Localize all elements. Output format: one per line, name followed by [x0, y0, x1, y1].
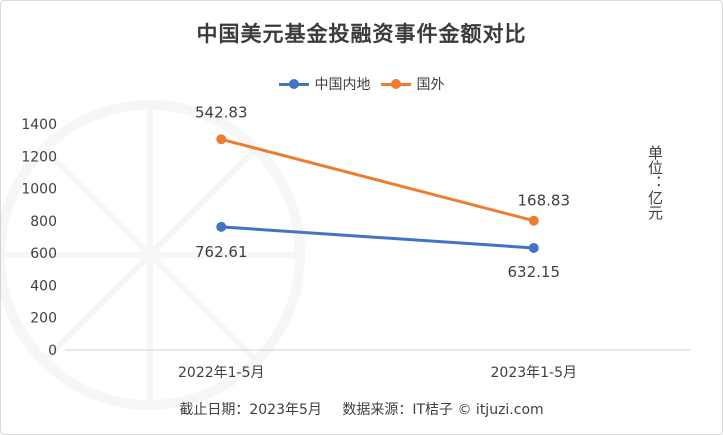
series-1-point-1	[528, 215, 539, 226]
legend-swatch-series-1	[380, 78, 411, 90]
y-tick-label-1: 200	[30, 311, 57, 327]
y-tick-label-5: 1000	[21, 182, 57, 198]
legend-label-series-1: 国外	[416, 77, 445, 93]
legend-swatch-series-0	[278, 78, 309, 90]
legend: 中国内地 国外	[0, 74, 723, 94]
y-tick-label-2: 400	[30, 278, 57, 294]
series-line-0	[219, 225, 536, 250]
cutoff-date-text: 截止日期：2023年5月	[179, 402, 322, 418]
data-source-text: 数据来源：IT桔子 © itjuzi.com	[342, 402, 544, 418]
series-0-data-label-1: 632.15	[508, 263, 561, 281]
y-tick-label-3: 600	[30, 246, 57, 262]
x-tick-label-0: 2022年1-5月	[178, 365, 265, 381]
unit-label: 单位：亿元	[646, 145, 664, 220]
series-0-point-1	[528, 242, 539, 253]
y-tick-label-4: 800	[30, 214, 57, 230]
y-tick-label-0: 0	[48, 343, 57, 359]
x-tick-label-1: 2023年1-5月	[491, 365, 578, 381]
footer: 截止日期：2023年5月 数据来源：IT桔子 © itjuzi.com	[0, 399, 723, 419]
series-0-point-0	[216, 221, 227, 232]
itjuzi-logo-icon	[0, 100, 305, 410]
legend-label-series-0: 中国内地	[314, 77, 371, 93]
chart-title: 中国美元基金投融资事件金额对比	[196, 22, 527, 46]
y-tick-label-6: 1200	[21, 149, 57, 165]
legend-item-series-0: 中国内地	[278, 74, 371, 94]
series-0-data-label-0: 762.61	[195, 243, 248, 261]
series-line-1	[219, 137, 536, 223]
legend-item-series-1: 国外	[380, 74, 445, 94]
series-1-data-label-1: 168.83	[518, 192, 571, 210]
y-tick-label-7: 1400	[21, 117, 57, 133]
series-1-point-0	[216, 134, 227, 145]
series-1-data-label-0: 542.83	[195, 103, 248, 121]
